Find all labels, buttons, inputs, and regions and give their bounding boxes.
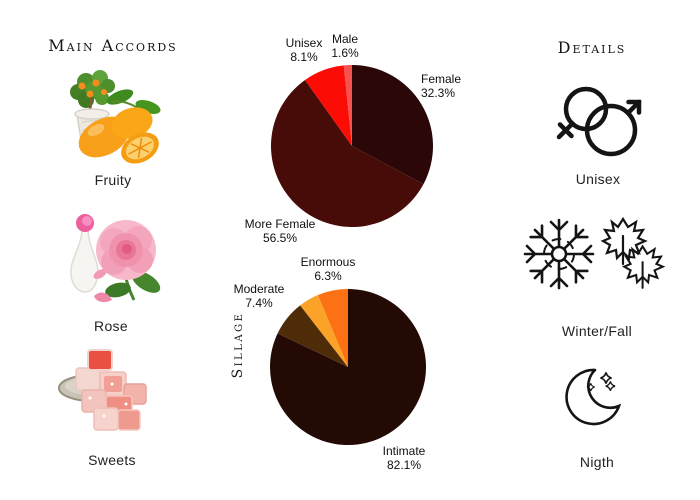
pie1-label-male-name: Male [331,32,358,46]
sillage-pie-chart [270,289,426,445]
pie-slice-more-female [271,80,424,227]
turkish-delight-image [58,349,147,431]
pie-slice-male [343,65,352,146]
pink-rose-and-vase-image [70,214,161,303]
pie1-label-unisex: Unisex 8.1% [272,36,336,64]
pie2-label-moderate: Moderate 7.4% [227,282,291,310]
pie1-label-unisex-pct: 8.1% [290,50,318,64]
detail-label-night: Nigth [579,454,615,470]
pie1-label-more-female: More Female 56.5% [242,217,318,245]
pie2-label-moderate-name: Moderate [233,282,285,296]
main-accords-heading: Main Accords [48,36,178,55]
kumquat-fruits-image [70,70,161,164]
pie2-label-intimate-pct: 82.1% [386,458,422,472]
pie-slice-enormous [317,289,348,367]
pie1-label-female: Female 32.3% [421,72,481,100]
crescent-moon-stars-icon [565,368,622,426]
snowflake-maple-leaves-icon [523,216,665,290]
pie-slice-moderate [277,305,348,367]
gender-pie-chart [271,65,433,227]
accord-item-sweets [56,344,156,442]
accord-item-fruity [56,64,168,168]
pie2-label-enormous-name: Enormous [300,255,356,269]
detail-label-unisex: Unisex [575,171,621,187]
pie2-label-moderate-pct: 7.4% [245,296,273,310]
unisex-gender-icon [556,86,642,157]
pie1-label-more-female-name: More Female [244,217,316,231]
pie-slice-unlabeled [300,295,348,367]
pie2-label-enormous-pct: 6.3% [314,269,342,283]
detail-item-winter-fall [518,212,672,294]
accord-label-fruity: Fruity [94,172,132,188]
detail-item-night [562,365,628,431]
pie1-label-male: Male 1.6% [315,32,375,60]
accord-label-sweets: Sweets [88,452,136,468]
pie1-label-female-pct: 32.3% [421,86,456,100]
pie2-label-enormous: Enormous 6.3% [296,255,360,283]
pie1-label-unisex-name: Unisex [285,36,323,50]
pie1-label-female-name: Female [421,72,462,86]
accord-label-rose: Rose [94,318,128,334]
details-heading: Details [557,38,627,57]
accord-item-rose [54,212,168,312]
pie2-label-intimate: Intimate 82.1% [372,444,436,472]
pie2-label-intimate-name: Intimate [382,444,426,458]
detail-label-winter-fall: Winter/Fall [561,323,633,339]
sillage-axis-label: Sillage [230,311,246,379]
pie1-label-male-pct: 1.6% [331,46,359,60]
pie-slice-unisex [305,65,352,146]
pie1-label-more-female-pct: 56.5% [262,231,298,245]
pie-slice-female [352,65,433,185]
detail-item-unisex [553,83,643,158]
